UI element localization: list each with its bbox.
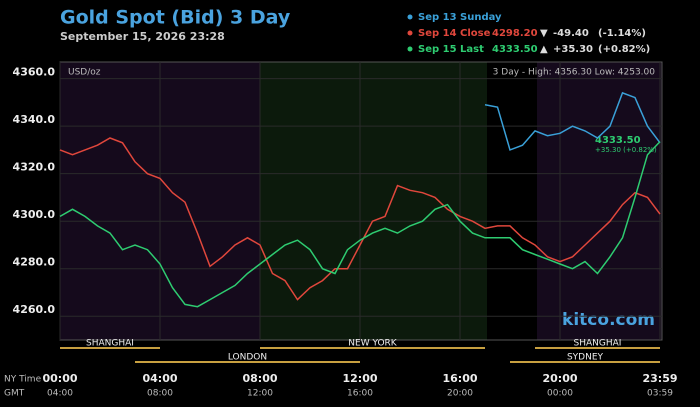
legend-dot xyxy=(407,30,413,36)
y-tick-label: 4280.0 xyxy=(13,256,56,269)
gmt-tick-label: 04:00 xyxy=(47,389,73,399)
legend-value: 4298.20 xyxy=(492,28,538,39)
change-label: +35.30 (+0.82%) xyxy=(595,146,657,154)
watermark: kitco.com xyxy=(562,310,655,330)
legend-label: Sep 13 Sunday xyxy=(418,12,502,23)
y-tick-label: 4300.0 xyxy=(13,208,56,221)
legend-value: ▼ xyxy=(540,28,548,39)
legend-value: ▲ xyxy=(540,44,548,55)
gmt-tick-label: 00:00 xyxy=(547,389,573,399)
legend-dot xyxy=(407,46,413,52)
legend-dot xyxy=(407,14,413,20)
gmt-tick-label: 20:00 xyxy=(447,389,473,399)
legend-value: +35.30 xyxy=(553,44,593,55)
x-row-label: NY Time xyxy=(4,375,42,385)
legend-value: 4333.50 xyxy=(492,44,538,55)
legend-label: Sep 14 Close xyxy=(418,28,491,39)
x-row-label: GMT xyxy=(4,389,25,399)
session-label: LONDON xyxy=(228,353,267,363)
unit-label: USD/oz xyxy=(68,68,101,78)
session-label: NEW YORK xyxy=(348,339,398,349)
series-line xyxy=(59,137,661,301)
gmt-tick-label: 08:00 xyxy=(147,389,173,399)
chart-subtitle: September 15, 2026 23:28 xyxy=(60,30,225,43)
legend-value: -49.40 xyxy=(553,28,589,39)
y-tick-label: 4360.0 xyxy=(13,66,56,79)
last-label: 4333.50 xyxy=(595,135,641,146)
high-low: 3 Day - High: 4356.30 Low: 4253.00 xyxy=(493,68,656,78)
session-shade xyxy=(260,62,487,340)
chart-title: Gold Spot (Bid) 3 Day xyxy=(60,7,291,29)
x-tick-label: 16:00 xyxy=(442,372,477,385)
session-shade xyxy=(537,62,662,340)
gmt-tick-label: 12:00 xyxy=(247,389,273,399)
x-tick-label: 20:00 xyxy=(542,372,577,385)
x-tick-label: 04:00 xyxy=(142,372,177,385)
x-tick-label: 00:00 xyxy=(42,372,77,385)
x-tick-label: 23:59 xyxy=(642,372,677,385)
legend-value: (-1.14%) xyxy=(598,28,646,39)
session-label: SHANGHAI xyxy=(86,339,134,349)
series-line xyxy=(484,91,661,151)
session-label: SYDNEY xyxy=(567,353,604,363)
gmt-tick-label: 03:59 xyxy=(647,389,673,399)
gmt-tick-label: 16:00 xyxy=(347,389,373,399)
x-tick-label: 08:00 xyxy=(242,372,277,385)
session-label: SHANGHAI xyxy=(574,339,622,349)
legend-value: (+0.82%) xyxy=(598,44,650,55)
x-tick-label: 12:00 xyxy=(342,372,377,385)
legend-label: Sep 15 Last xyxy=(418,44,484,55)
series-line xyxy=(59,141,661,308)
y-tick-label: 4340.0 xyxy=(13,113,56,126)
y-tick-label: 4260.0 xyxy=(13,303,56,316)
y-tick-label: 4320.0 xyxy=(13,161,56,174)
